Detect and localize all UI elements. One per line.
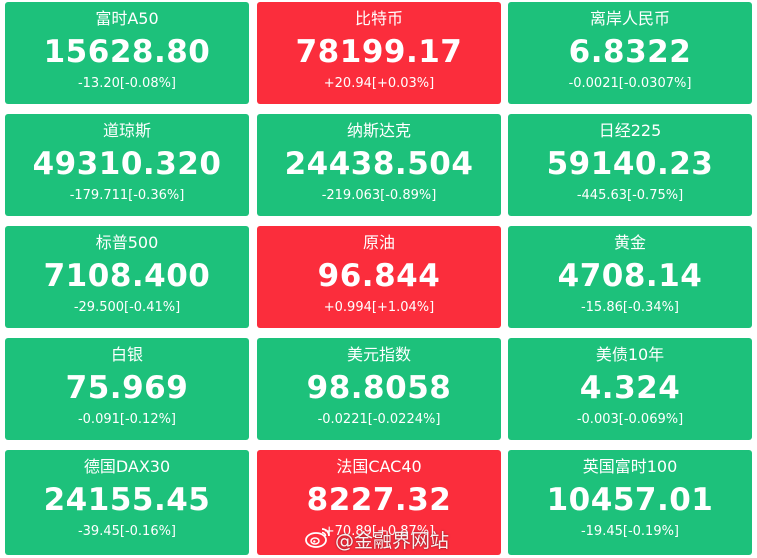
quote-change: -179.711[-0.36%] [69, 188, 185, 203]
quote-value: 75.969 [65, 370, 189, 406]
quote-change: -219.063[-0.89%] [321, 188, 437, 203]
quote-value: 4.324 [579, 370, 681, 406]
quote-value: 15628.80 [43, 34, 211, 70]
quote-name: 纳斯达克 [346, 121, 411, 140]
quote-value: 8227.32 [306, 482, 452, 518]
quote-value: 24438.504 [284, 146, 474, 182]
quote-name: 富时A50 [95, 9, 159, 28]
quote-change: -0.0221[-0.0224%] [317, 412, 441, 427]
quote-value: 6.8322 [568, 34, 692, 70]
quote-name: 离岸人民币 [589, 9, 670, 28]
quote-tile-nasdaq[interactable]: 纳斯达克 24438.504 -219.063[-0.89%] [257, 114, 501, 216]
quote-name: 美元指数 [346, 345, 411, 364]
quote-value: 96.844 [317, 258, 441, 294]
quote-tile-crude-oil[interactable]: 原油 96.844 +0.994[+1.04%] [257, 226, 501, 328]
quote-tile-ftse-100[interactable]: 英国富时100 10457.01 -19.45[-0.19%] [508, 450, 752, 555]
quote-value: 4708.14 [557, 258, 703, 294]
quote-name: 道琼斯 [102, 121, 151, 140]
quote-change: -0.0021[-0.0307%] [568, 76, 692, 91]
quote-tile-bitcoin[interactable]: 比特币 78199.17 +20.94[+0.03%] [257, 2, 501, 104]
quote-tile-silver[interactable]: 白银 75.969 -0.091[-0.12%] [5, 338, 249, 440]
quote-tile-dax-30[interactable]: 德国DAX30 24155.45 -39.45[-0.16%] [5, 450, 249, 555]
quote-name: 日经225 [598, 121, 662, 140]
watermark-text: @金融界网站 [335, 529, 450, 552]
quote-change: -29.500[-0.41%] [73, 300, 181, 315]
quote-name: 标普500 [95, 233, 159, 252]
quote-change: +70.89[+0.87%] [323, 524, 435, 539]
quote-tile-cac-40[interactable]: 法国CAC40 8227.32 +70.89[+0.87%] [257, 450, 501, 555]
quote-change: -445.63[-0.75%] [576, 188, 684, 203]
quote-name: 比特币 [354, 9, 403, 28]
quote-value: 24155.45 [43, 482, 211, 518]
quote-tile-ftse-a50[interactable]: 富时A50 15628.80 -13.20[-0.08%] [5, 2, 249, 104]
quote-value: 98.8058 [306, 370, 452, 406]
quote-tile-offshore-cny[interactable]: 离岸人民币 6.8322 -0.0021[-0.0307%] [508, 2, 752, 104]
quote-tile-nikkei-225[interactable]: 日经225 59140.23 -445.63[-0.75%] [508, 114, 752, 216]
quote-change: -0.003[-0.069%] [576, 412, 684, 427]
weibo-icon [305, 526, 335, 553]
quote-value: 10457.01 [546, 482, 714, 518]
quote-tile-gold[interactable]: 黄金 4708.14 -15.86[-0.34%] [508, 226, 752, 328]
quote-value: 7108.400 [43, 258, 211, 294]
quote-name: 原油 [362, 233, 395, 252]
quote-change: -39.45[-0.16%] [77, 524, 177, 539]
quote-change: +20.94[+0.03%] [323, 76, 435, 91]
quote-name: 黄金 [613, 233, 646, 252]
quote-name: 德国DAX30 [83, 457, 171, 476]
quote-name: 美债10年 [595, 345, 665, 364]
quote-name: 英国富时100 [582, 457, 678, 476]
quote-value: 49310.320 [32, 146, 222, 182]
quote-value: 59140.23 [546, 146, 714, 182]
quote-change: -13.20[-0.08%] [77, 76, 177, 91]
quote-tile-sp-500[interactable]: 标普500 7108.400 -29.500[-0.41%] [5, 226, 249, 328]
quote-tile-dollar-index[interactable]: 美元指数 98.8058 -0.0221[-0.0224%] [257, 338, 501, 440]
quote-change: -15.86[-0.34%] [580, 300, 680, 315]
quote-value: 78199.17 [295, 34, 463, 70]
quote-tile-us-10y-treasury[interactable]: 美债10年 4.324 -0.003[-0.069%] [508, 338, 752, 440]
quote-change: +0.994[+1.04%] [323, 300, 435, 315]
quote-name: 白银 [110, 345, 143, 364]
quote-change: -0.091[-0.12%] [77, 412, 177, 427]
quote-tile-dow-jones[interactable]: 道琼斯 49310.320 -179.711[-0.36%] [5, 114, 249, 216]
quote-change: -19.45[-0.19%] [580, 524, 680, 539]
weibo-watermark: @金融界网站 [305, 525, 449, 553]
quote-name: 法国CAC40 [336, 457, 422, 476]
